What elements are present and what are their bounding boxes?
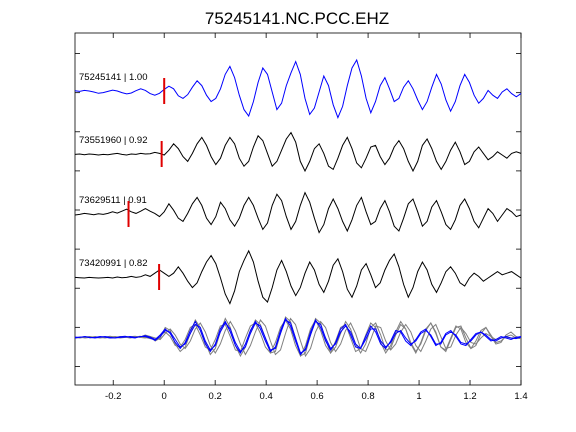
pick-markers: [127, 78, 166, 290]
trace-2-line: [74, 131, 522, 173]
stack-trace-4: [74, 319, 522, 354]
trace-1-line: [74, 58, 522, 119]
x-tick-label: 0.8: [361, 391, 374, 402]
x-tick-label: 1.2: [463, 391, 476, 402]
trace-4-line: [74, 249, 522, 305]
trace-1-label: 75245141 | 1.00: [79, 72, 148, 83]
x-tick-label: 0.4: [260, 391, 273, 402]
x-axis-ticks: -0.2 0 0.2 0.4 0.6 0.8 1 1.2 1.4: [105, 33, 528, 402]
x-tick-label: 1: [416, 391, 421, 402]
stack-trace-2: [74, 318, 522, 358]
x-tick-label: 0.6: [311, 391, 324, 402]
trace-3-line: [74, 191, 522, 234]
trace-2-label: 73551960 | 0.92: [79, 135, 148, 146]
trace-4-label: 73420991 | 0.82: [79, 258, 148, 269]
x-tick-label: -0.2: [105, 391, 121, 402]
x-tick-label: 0.2: [209, 391, 222, 402]
stacked-overlay-traces: [74, 316, 522, 358]
trace-3-label: 73629511 | 0.91: [79, 195, 147, 206]
plot-area-frame: [74, 32, 522, 386]
seismogram-traces: [74, 58, 522, 305]
x-tick-label: 0: [162, 391, 167, 402]
chart-title: 75245141.NC.PCC.EHZ: [205, 9, 389, 28]
x-tick-label: 1.4: [514, 391, 527, 402]
y-axis-ticks: [75, 53, 521, 367]
trace-labels: 75245141 | 1.00 73551960 | 0.92 73629511 |…: [79, 72, 148, 269]
stack-trace-5: [74, 317, 522, 356]
